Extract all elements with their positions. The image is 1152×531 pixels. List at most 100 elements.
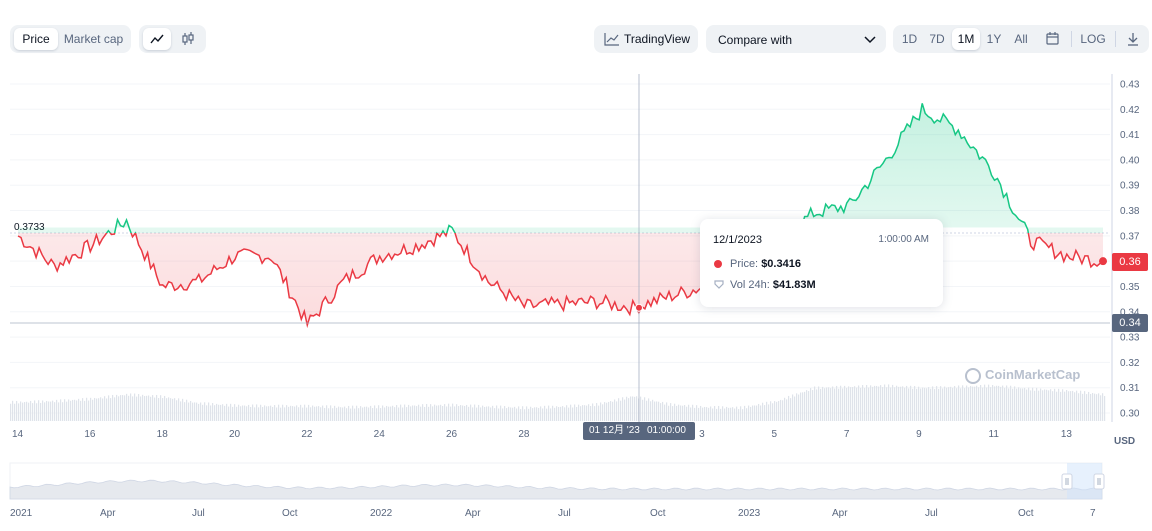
volume-bar	[14, 403, 16, 421]
volume-bar	[1028, 387, 1030, 421]
range-7d-button[interactable]: 7D	[929, 32, 945, 46]
navigator-area	[9, 479, 1103, 500]
volume-bar	[328, 408, 330, 421]
coinmarketcap-watermark: CoinMarketCap	[965, 367, 1080, 384]
volume-bar	[576, 407, 578, 421]
volume-bar	[704, 406, 706, 421]
volume-bar	[912, 388, 914, 421]
volume-bar	[496, 405, 498, 421]
volume-bar	[698, 407, 700, 421]
volume-bar	[336, 407, 338, 421]
download-button[interactable]	[1121, 28, 1145, 50]
volume-bar	[468, 406, 470, 421]
volume-bar	[122, 395, 124, 421]
navigator-label: Apr	[832, 508, 848, 519]
candlestick-button[interactable]	[174, 28, 202, 50]
volume-bar	[770, 401, 772, 421]
crosshair-time: 01:00:00	[647, 425, 686, 436]
volume-bar	[28, 402, 30, 421]
volume-bar	[746, 408, 748, 421]
price-line-down	[17, 233, 1104, 329]
volume-bar	[476, 407, 478, 421]
x-tick-label: 20	[229, 429, 241, 440]
volume-bar	[408, 404, 410, 421]
volume-bar	[1060, 391, 1062, 421]
volume-bar	[568, 407, 570, 421]
calendar-button[interactable]	[1039, 28, 1065, 50]
navigator-label: Oct	[282, 508, 298, 519]
volume-bar	[584, 405, 586, 421]
volume-bar	[826, 387, 828, 421]
volume-bar	[490, 407, 492, 421]
volume-bar	[186, 399, 188, 421]
tooltip-volume-row: Vol 24h: $41.83M	[714, 279, 816, 291]
tradingview-button[interactable]: TradingView	[594, 25, 698, 53]
volume-bar	[908, 388, 910, 421]
volume-bar	[1038, 390, 1040, 421]
navigator-right-handle[interactable]	[1093, 473, 1105, 490]
price-tab[interactable]: Price	[14, 28, 58, 50]
volume-bar	[710, 406, 712, 421]
x-tick-label: 16	[84, 429, 96, 440]
volume-bar	[1054, 388, 1056, 421]
volume-bar	[888, 384, 890, 421]
volume-bar	[174, 398, 176, 421]
volume-bar	[276, 407, 278, 421]
volume-bar	[10, 403, 12, 421]
volume-bar	[772, 403, 774, 421]
y-tick-label: 0.35	[1120, 282, 1140, 293]
crosshair-price-tag: 0.34	[1112, 314, 1148, 332]
line-chart-button[interactable]	[143, 28, 171, 50]
volume-bar	[402, 407, 404, 421]
compare-with-dropdown[interactable]: Compare with	[706, 25, 886, 53]
volume-bar	[428, 406, 430, 421]
volume-bar	[466, 404, 468, 421]
volume-bar	[82, 398, 84, 421]
x-axis-ticks: 14 16 18 20 22 24 26 28 3 5 7 9 11 13	[12, 429, 1072, 440]
volume-bar	[90, 397, 92, 421]
volume-bar	[1076, 390, 1078, 421]
volume-bar	[936, 386, 938, 421]
volume-bar	[204, 402, 206, 421]
volume-bar	[410, 406, 412, 421]
volume-bar	[50, 401, 52, 421]
x-tick-label: 26	[446, 429, 458, 440]
volume-bar	[382, 405, 384, 421]
volume-bar	[304, 404, 306, 421]
volume-bar	[1020, 388, 1022, 421]
volume-bar	[742, 409, 744, 421]
range-all-button[interactable]: All	[1014, 32, 1028, 46]
volume-bar	[18, 403, 20, 421]
volume-bar	[1094, 393, 1096, 421]
volume-bar	[974, 386, 976, 421]
volume-bar	[1030, 390, 1032, 421]
volume-bar	[188, 402, 190, 421]
volume-bar	[948, 387, 950, 421]
log-scale-button[interactable]: LOG	[1080, 32, 1106, 46]
volume-bar	[842, 388, 844, 421]
volume-bar	[482, 405, 484, 421]
volume-bar	[164, 395, 166, 421]
volume-bar	[918, 386, 920, 421]
volume-bar	[644, 397, 646, 421]
volume-bar	[732, 407, 734, 421]
range-navigator[interactable]: 2021 Apr Jul Oct 2022 Apr Jul Oct 2023 Apr Jul Oct 7	[9, 462, 1105, 519]
volume-bar	[42, 400, 44, 421]
volume-bar	[52, 400, 54, 421]
range-1y-button[interactable]: 1Y	[986, 32, 1002, 46]
volume-bar	[712, 408, 714, 421]
volume-bar	[182, 398, 184, 421]
range-1d-button[interactable]: 1D	[901, 32, 918, 46]
volume-bar	[656, 401, 658, 421]
volume-bar	[808, 391, 810, 421]
volume-bar	[288, 406, 290, 421]
x-tick-label: 3	[699, 429, 705, 440]
market-cap-tab[interactable]: Market cap	[63, 32, 124, 46]
range-1m-button[interactable]: 1M	[952, 28, 980, 50]
navigator-left-handle[interactable]	[1061, 473, 1073, 490]
volume-bar	[386, 405, 388, 421]
volume-bar	[600, 402, 602, 421]
volume-bar	[566, 405, 568, 421]
volume-bar	[78, 398, 80, 421]
